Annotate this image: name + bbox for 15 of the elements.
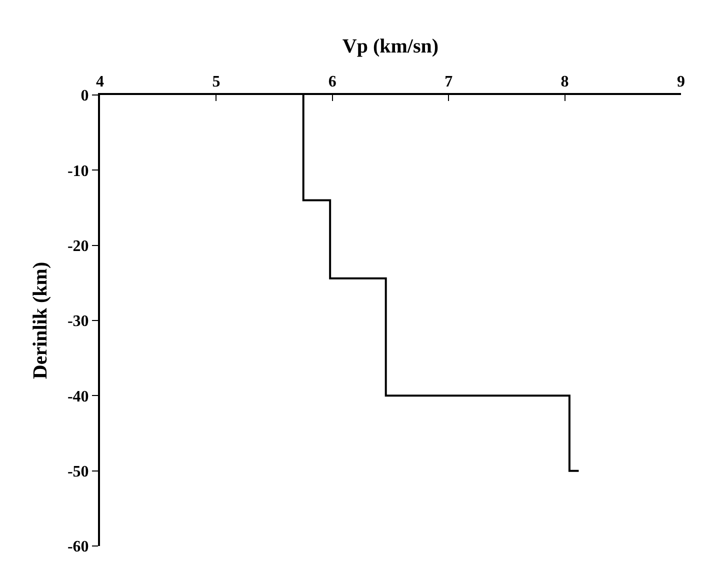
y-tick-label: -10 <box>67 162 89 180</box>
x-tick-label: 8 <box>560 74 569 91</box>
x-axis-title: Vp (km/sn) <box>342 36 439 58</box>
x-tick-label: 5 <box>212 74 220 91</box>
y-tick-label: -50 <box>67 463 89 480</box>
x-tick-label: 6 <box>328 74 336 91</box>
x-tick-label: 4 <box>96 74 104 91</box>
y-tick-label: -20 <box>67 238 89 255</box>
y-tick-label: -40 <box>67 388 89 406</box>
x-tick-label: 9 <box>677 74 685 91</box>
y-axis-title: Derinlik (km) <box>29 262 52 380</box>
y-tick-label: 0 <box>80 88 89 105</box>
y-tick-label: -60 <box>67 538 89 556</box>
y-tick-label: -30 <box>67 313 89 330</box>
x-tick-label: 7 <box>444 74 453 91</box>
